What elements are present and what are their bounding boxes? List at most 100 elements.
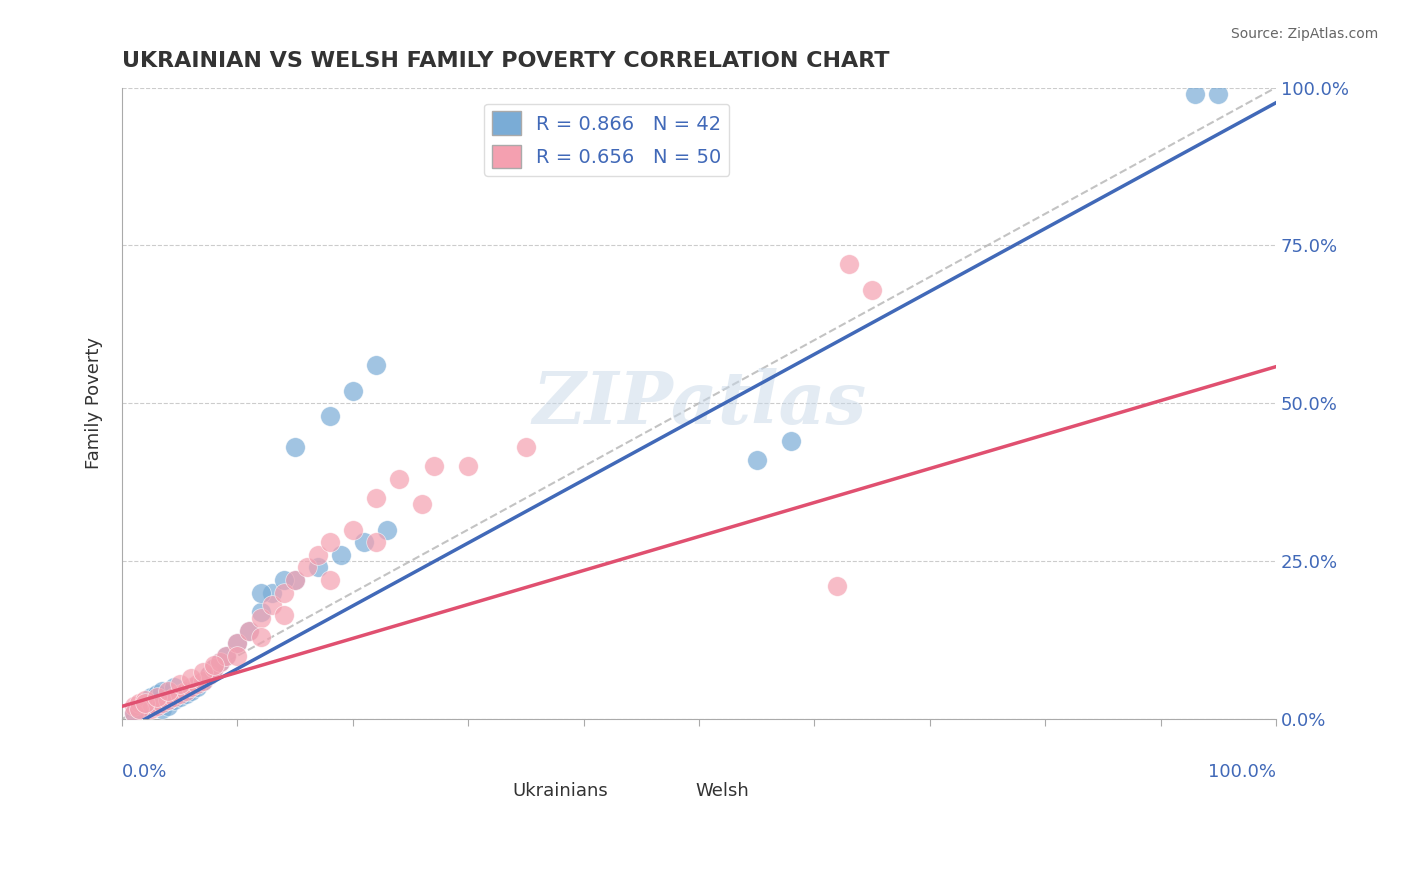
Legend: R = 0.866   N = 42, R = 0.656   N = 50: R = 0.866 N = 42, R = 0.656 N = 50 — [484, 103, 730, 177]
Point — [163, 690, 186, 704]
Point — [215, 648, 238, 663]
Point — [157, 693, 180, 707]
Point — [226, 636, 249, 650]
Point — [152, 683, 174, 698]
Point — [284, 573, 307, 587]
Point — [180, 671, 202, 685]
Point — [284, 573, 307, 587]
Text: Welsh: Welsh — [695, 782, 749, 800]
Point — [515, 441, 537, 455]
Point — [157, 683, 180, 698]
Point — [330, 548, 353, 562]
Point — [1184, 87, 1206, 101]
Point — [169, 687, 191, 701]
Point — [180, 683, 202, 698]
Point — [209, 655, 232, 669]
Point — [838, 257, 860, 271]
Point — [249, 611, 271, 625]
Point — [307, 560, 329, 574]
Point — [238, 624, 260, 638]
Point — [197, 667, 219, 681]
Point — [134, 696, 156, 710]
Point — [827, 579, 849, 593]
Point — [145, 699, 167, 714]
Text: Ukrainians: Ukrainians — [513, 782, 609, 800]
Point — [273, 607, 295, 622]
Point — [260, 599, 283, 613]
Point — [202, 661, 225, 675]
Point — [186, 677, 208, 691]
Text: Source: ZipAtlas.com: Source: ZipAtlas.com — [1230, 27, 1378, 41]
Point — [157, 699, 180, 714]
Point — [284, 441, 307, 455]
Point — [174, 687, 197, 701]
Point — [745, 453, 768, 467]
Point — [152, 696, 174, 710]
Point — [186, 681, 208, 695]
Point — [319, 409, 342, 423]
Point — [307, 548, 329, 562]
Point — [319, 535, 342, 549]
Point — [163, 681, 186, 695]
Point — [364, 359, 387, 373]
Point — [238, 624, 260, 638]
Point — [422, 459, 444, 474]
Point — [134, 696, 156, 710]
Point — [191, 665, 214, 679]
Point — [226, 636, 249, 650]
Point — [169, 690, 191, 704]
Point — [139, 702, 162, 716]
Point — [388, 472, 411, 486]
Point — [169, 677, 191, 691]
Point — [319, 573, 342, 587]
Text: 100.0%: 100.0% — [1208, 764, 1277, 781]
Point — [163, 693, 186, 707]
Point — [249, 630, 271, 644]
Point — [364, 535, 387, 549]
Point — [157, 693, 180, 707]
Point — [202, 658, 225, 673]
FancyBboxPatch shape — [503, 772, 537, 791]
Point — [134, 699, 156, 714]
Point — [249, 585, 271, 599]
Point — [377, 523, 399, 537]
Point — [145, 687, 167, 701]
Y-axis label: Family Poverty: Family Poverty — [86, 337, 103, 469]
Point — [411, 497, 433, 511]
Point — [273, 573, 295, 587]
Text: UKRAINIAN VS WELSH FAMILY POVERTY CORRELATION CHART: UKRAINIAN VS WELSH FAMILY POVERTY CORREL… — [122, 51, 890, 70]
Point — [364, 491, 387, 505]
Point — [197, 667, 219, 681]
Point — [353, 535, 375, 549]
FancyBboxPatch shape — [665, 772, 699, 791]
Point — [260, 585, 283, 599]
Point — [342, 523, 364, 537]
Point — [860, 283, 883, 297]
Point — [145, 693, 167, 707]
Point — [273, 585, 295, 599]
Point — [191, 674, 214, 689]
Point — [122, 706, 145, 720]
Point — [145, 690, 167, 704]
Point — [128, 702, 150, 716]
Point — [191, 674, 214, 689]
Point — [152, 702, 174, 716]
Point — [180, 681, 202, 695]
Point — [1206, 87, 1229, 101]
Point — [139, 696, 162, 710]
Point — [209, 655, 232, 669]
Text: 0.0%: 0.0% — [122, 764, 167, 781]
Point — [128, 702, 150, 716]
Point — [139, 690, 162, 704]
Point — [457, 459, 479, 474]
Point — [128, 696, 150, 710]
Point — [122, 699, 145, 714]
Text: ZIPatlas: ZIPatlas — [531, 368, 866, 439]
Point — [215, 648, 238, 663]
Point — [342, 384, 364, 398]
Point — [202, 661, 225, 675]
Point — [122, 706, 145, 720]
Point — [174, 683, 197, 698]
Point — [249, 605, 271, 619]
Point — [134, 693, 156, 707]
